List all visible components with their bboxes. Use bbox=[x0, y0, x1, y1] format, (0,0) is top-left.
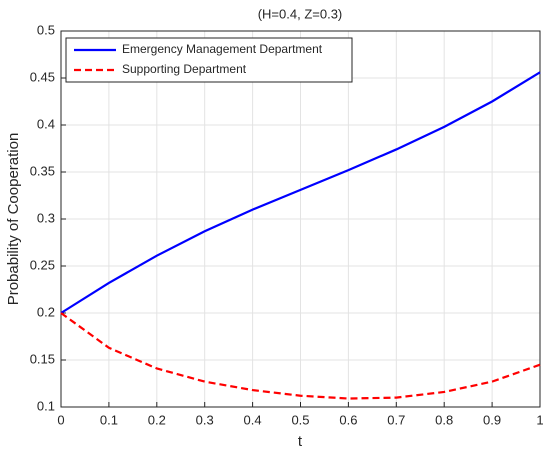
y-tick-label: 0.1 bbox=[37, 398, 55, 413]
y-tick-label: 0.25 bbox=[30, 257, 55, 272]
x-tick-label: 0.8 bbox=[435, 412, 453, 427]
y-tick-label: 0.45 bbox=[30, 69, 55, 84]
x-tick-label: 0.3 bbox=[196, 412, 214, 427]
y-tick-label: 0.15 bbox=[30, 351, 55, 366]
series-line bbox=[60, 312, 541, 400]
x-tick-label: 0.7 bbox=[387, 412, 405, 427]
x-tick-label: 0.1 bbox=[100, 412, 118, 427]
x-tick-label: 0 bbox=[57, 412, 64, 427]
y-tick-label: 0.35 bbox=[30, 163, 55, 178]
legend-box bbox=[65, 37, 353, 83]
x-tick-label: 1 bbox=[536, 412, 543, 427]
series-line bbox=[60, 71, 541, 314]
x-tick-label: 0.9 bbox=[483, 412, 501, 427]
y-tick-label: 0.2 bbox=[37, 304, 55, 319]
y-tick-label: 0.4 bbox=[37, 116, 55, 131]
chart-title: (H=0.4, Z=0.3) bbox=[258, 6, 343, 21]
plot-frame bbox=[60, 30, 541, 408]
x-axis-label: t bbox=[298, 433, 303, 450]
y-tick-label: 0.5 bbox=[37, 22, 55, 37]
x-tick-label: 0.5 bbox=[291, 412, 309, 427]
x-tick-label: 0.4 bbox=[244, 412, 262, 427]
legend-label: Emergency Management Department bbox=[122, 42, 323, 56]
x-tick-label: 0.6 bbox=[339, 412, 357, 427]
y-axis-label: Probability of Cooperation bbox=[5, 133, 22, 306]
y-tick-label: 0.3 bbox=[37, 210, 55, 225]
legend-label: Supporting Department bbox=[122, 62, 247, 76]
x-tick-label: 0.2 bbox=[148, 412, 166, 427]
